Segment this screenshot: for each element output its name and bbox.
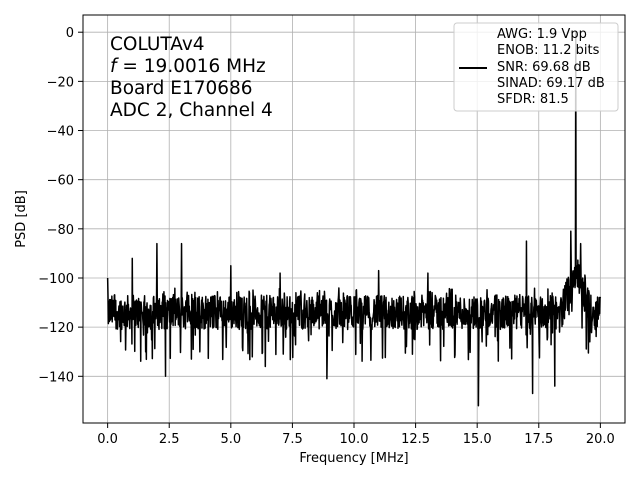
legend-box	[453, 22, 619, 112]
annotation-frequency-symbol: f	[110, 56, 119, 77]
x-tick-label: 20.0	[586, 432, 615, 447]
legend-line-awg: AWG: 1.9 Vpp	[497, 27, 587, 42]
y-tick-label: −60	[47, 174, 74, 189]
y-tick-label: −100	[38, 272, 74, 287]
psd-line	[106, 31, 602, 407]
y-axis-label: PSD [dB]	[14, 190, 29, 248]
legend-line-sfdr: SFDR: 81.5	[497, 92, 569, 107]
x-tick-label: 5.0	[220, 432, 241, 447]
annotation-frequency-value: = 19.0016 MHz	[117, 56, 266, 77]
x-tick-label: 17.5	[524, 432, 553, 447]
y-axis-ticks: 0 −20 −40 −60 −80 −100 −120 −140	[38, 26, 83, 385]
y-tick-label: −40	[47, 125, 74, 140]
psd-series	[106, 31, 602, 407]
x-tick-label: 0.0	[97, 432, 118, 447]
annotation-frequency: f = 19.0016 MHz	[110, 56, 266, 77]
legend-line-snr: SNR: 69.68 dB	[497, 60, 591, 75]
annotation-channel: ADC 2, Channel 4	[110, 100, 273, 121]
annotation-name: COLUTAv4	[110, 34, 205, 55]
y-tick-label: −120	[38, 321, 74, 336]
x-tick-label: 15.0	[463, 432, 492, 447]
x-tick-label: 12.5	[401, 432, 430, 447]
annotation-box: COLUTAv4 f = 19.0016 MHz Board E170686 A…	[110, 34, 273, 121]
y-tick-label: −80	[47, 223, 74, 238]
y-tick-label: −140	[38, 370, 74, 385]
y-tick-label: −20	[47, 75, 74, 90]
x-tick-label: 7.5	[282, 432, 303, 447]
x-tick-label: 2.5	[159, 432, 180, 447]
x-axis-ticks: 0.0 2.5 5.0 7.5 10.0 12.5 15.0 17.5 20.0	[97, 423, 615, 447]
x-tick-label: 10.0	[340, 432, 369, 447]
legend-line-sinad: SINAD: 69.17 dB	[497, 76, 605, 91]
legend-line-enob: ENOB: 11.2 bits	[497, 43, 600, 58]
legend: AWG: 1.9 Vpp ENOB: 11.2 bits SNR: 69.68 …	[453, 22, 619, 112]
x-axis-label: Frequency [MHz]	[299, 451, 408, 466]
annotation-board: Board E170686	[110, 78, 253, 99]
y-tick-label: 0	[66, 26, 74, 41]
